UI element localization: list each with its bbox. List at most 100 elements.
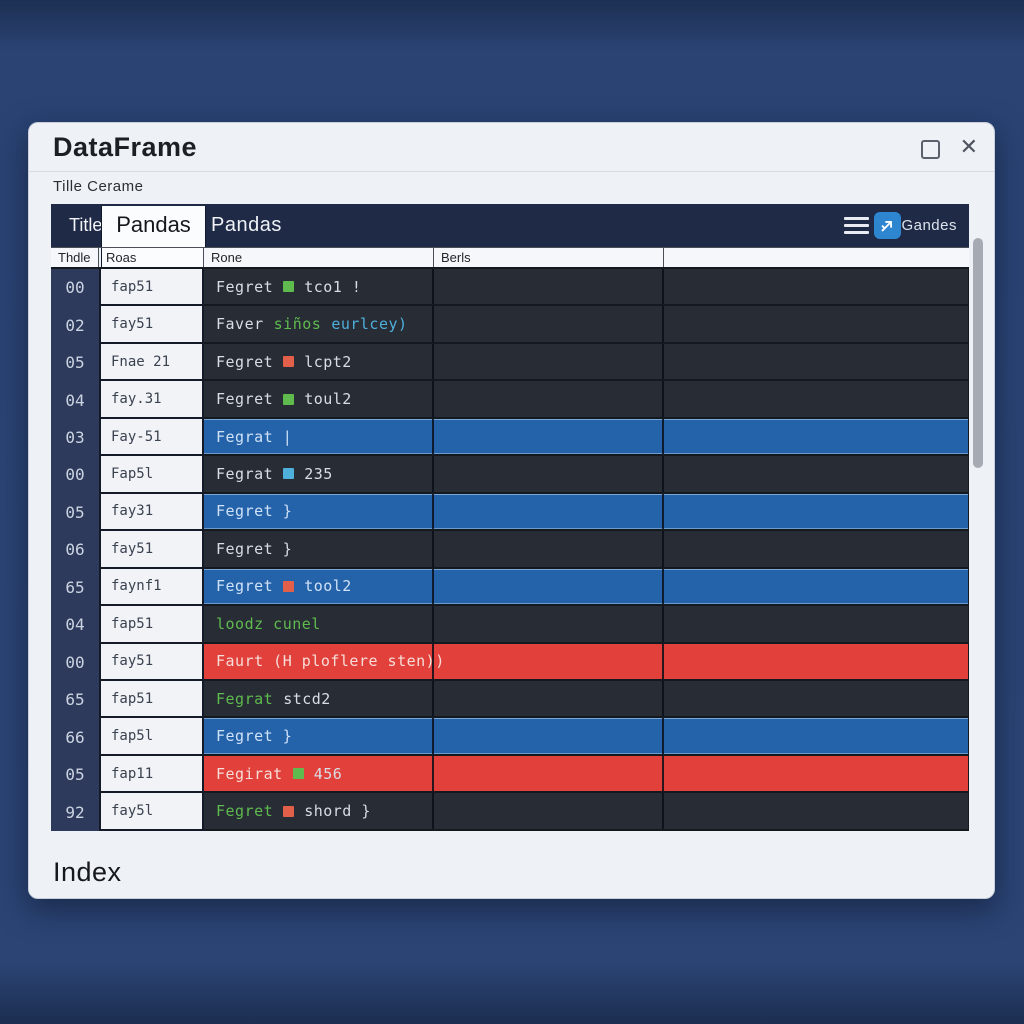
status-square-icon bbox=[283, 580, 295, 592]
row-key-cell[interactable]: Fay-51 bbox=[99, 418, 204, 457]
toolbar-right-label: Gandes bbox=[901, 217, 957, 234]
column-header[interactable]: Rone bbox=[204, 248, 434, 267]
title-bar: DataFrame ✕ bbox=[29, 123, 994, 171]
row-index-cell: 05 bbox=[51, 493, 99, 532]
row-content-cell[interactable]: Fegrat stcd2 bbox=[204, 680, 968, 719]
row-index-cell: 04 bbox=[51, 606, 99, 644]
row-content-cell[interactable]: Fegret lcpt2 bbox=[204, 343, 968, 382]
row-key-cell[interactable]: fap5l bbox=[99, 718, 204, 756]
column-divider bbox=[432, 606, 434, 642]
row-index-cell: 00 bbox=[51, 643, 99, 681]
row-index-cell: 65 bbox=[51, 680, 99, 719]
close-button[interactable]: ✕ bbox=[959, 134, 978, 159]
content-text-segment: 456 bbox=[313, 764, 343, 783]
tab-title[interactable]: Title bbox=[69, 215, 103, 235]
status-square-icon bbox=[283, 468, 295, 480]
chart-arrow-icon[interactable] bbox=[874, 212, 901, 239]
table-row[interactable]: 02 fay51 Faver siños eurlcey) bbox=[51, 306, 968, 344]
content-text-segment: siños bbox=[273, 315, 322, 334]
row-key-cell[interactable]: fap51 bbox=[99, 606, 204, 644]
table-row[interactable]: 05 fap11 Fegirat 456 bbox=[51, 755, 968, 794]
column-divider bbox=[432, 306, 434, 342]
content-text-segment: shord } bbox=[304, 802, 371, 821]
column-header[interactable]: Roas bbox=[99, 248, 204, 267]
column-divider bbox=[432, 493, 434, 530]
hamburger-menu-icon[interactable] bbox=[844, 217, 869, 234]
content-text-segment: Faver bbox=[216, 315, 264, 334]
row-content-cell[interactable]: loodz cunel bbox=[204, 606, 968, 644]
row-index-cell: 00 bbox=[51, 269, 99, 307]
row-content-cell[interactable]: Fegret shord } bbox=[204, 793, 968, 831]
row-key-cell[interactable]: fay51 bbox=[99, 306, 204, 344]
column-divider bbox=[662, 568, 664, 605]
row-key-cell[interactable]: fay.31 bbox=[99, 381, 204, 419]
row-content-cell[interactable]: Faver siños eurlcey) bbox=[204, 306, 968, 344]
table-row[interactable]: 00 fay51 Faurt (H ploflere sten)) bbox=[51, 643, 968, 681]
content-text-segment: Fegret bbox=[216, 577, 274, 596]
row-content-cell[interactable]: Fegret toul2 bbox=[204, 381, 968, 419]
row-key-cell[interactable]: fay5l bbox=[99, 793, 204, 831]
column-divider bbox=[432, 269, 434, 305]
tab-pandas-active[interactable]: Pandas bbox=[101, 206, 206, 269]
content-text-segment: tco1 ! bbox=[304, 277, 362, 296]
row-key-cell[interactable]: fap11 bbox=[99, 755, 204, 794]
status-square-icon bbox=[283, 393, 295, 405]
content-text-segment: Fegrat | bbox=[216, 427, 293, 446]
row-content-cell[interactable]: Fegret } bbox=[204, 493, 968, 532]
column-divider bbox=[432, 718, 434, 754]
column-divider bbox=[662, 456, 664, 492]
table-row[interactable]: 03 Fay-51 Fegrat | bbox=[51, 418, 968, 457]
table-row[interactable]: 05 Fnae 21 Fegret lcpt2 bbox=[51, 343, 968, 382]
column-divider bbox=[662, 381, 664, 417]
column-header[interactable] bbox=[664, 248, 969, 267]
column-divider bbox=[432, 456, 434, 492]
table-row[interactable]: 66 fap5l Fegret } bbox=[51, 718, 968, 756]
content-text-segment: Fegirat bbox=[216, 764, 283, 783]
status-square-icon bbox=[283, 281, 295, 293]
row-key-cell[interactable]: fap51 bbox=[99, 680, 204, 719]
content-text-segment: Fegret } bbox=[216, 727, 293, 746]
row-content-cell[interactable]: Fegret tco1 ! bbox=[204, 269, 968, 307]
table-row[interactable]: 05 fay31 Fegret } bbox=[51, 493, 968, 532]
row-key-cell[interactable]: fay31 bbox=[99, 493, 204, 532]
content-text-segment: Faurt (H ploflere sten)) bbox=[216, 652, 445, 671]
column-divider bbox=[432, 793, 434, 829]
column-divider bbox=[662, 755, 664, 792]
row-key-cell[interactable]: fay51 bbox=[99, 531, 204, 569]
row-content-cell[interactable]: Fegirat 456 bbox=[204, 755, 968, 794]
table-row[interactable]: 04 fap51 loodz cunel bbox=[51, 606, 968, 644]
content-text-segment: lcpt2 bbox=[304, 352, 352, 371]
table-row[interactable]: 92 fay5l Fegret shord } bbox=[51, 793, 968, 831]
row-content-cell[interactable]: Faurt (H ploflere sten)) bbox=[204, 643, 968, 681]
row-content-cell[interactable]: Fegret } bbox=[204, 718, 968, 756]
toolbar-title: Pandas bbox=[211, 214, 282, 236]
row-index-cell: 05 bbox=[51, 755, 99, 794]
table-row[interactable]: 65 fap51 Fegrat stcd2 bbox=[51, 680, 968, 719]
row-key-cell[interactable]: Fnae 21 bbox=[99, 343, 204, 382]
table-row[interactable]: 65 faynf1 Fegret tool2 bbox=[51, 568, 968, 607]
content-text-segment: tool2 bbox=[304, 577, 352, 596]
maximize-button[interactable] bbox=[921, 140, 940, 159]
row-content-cell[interactable]: Fegrat | bbox=[204, 418, 968, 457]
column-divider bbox=[432, 531, 434, 567]
column-header[interactable]: Berls bbox=[434, 248, 664, 267]
row-key-cell[interactable]: fay51 bbox=[99, 643, 204, 681]
row-content-cell[interactable]: Fegret tool2 bbox=[204, 568, 968, 607]
table-row[interactable]: 06 fay51 Fegret } bbox=[51, 531, 968, 569]
row-content-cell[interactable]: Fegret } bbox=[204, 531, 968, 569]
table-row[interactable]: 00 Fap5l Fegrat 235 bbox=[51, 456, 968, 494]
row-key-cell[interactable]: Fap5l bbox=[99, 456, 204, 494]
row-key-cell[interactable]: fap51 bbox=[99, 269, 204, 307]
table-row[interactable]: 04 fay.31 Fegret toul2 bbox=[51, 381, 968, 419]
row-index-cell: 04 bbox=[51, 381, 99, 419]
row-content-cell[interactable]: Fegrat 235 bbox=[204, 456, 968, 494]
content-text-segment: Fegret bbox=[216, 390, 274, 409]
status-square-icon bbox=[292, 768, 304, 780]
menu-label[interactable]: Tille Cerame bbox=[53, 178, 144, 195]
column-header[interactable]: Thdle bbox=[51, 248, 99, 267]
content-text-segment: eurlcey) bbox=[331, 315, 408, 334]
row-key-cell[interactable]: faynf1 bbox=[99, 568, 204, 607]
table-row[interactable]: 00 fap51 Fegret tco1 ! bbox=[51, 269, 968, 307]
column-divider bbox=[432, 755, 434, 792]
vertical-scrollbar-thumb[interactable] bbox=[973, 238, 983, 468]
